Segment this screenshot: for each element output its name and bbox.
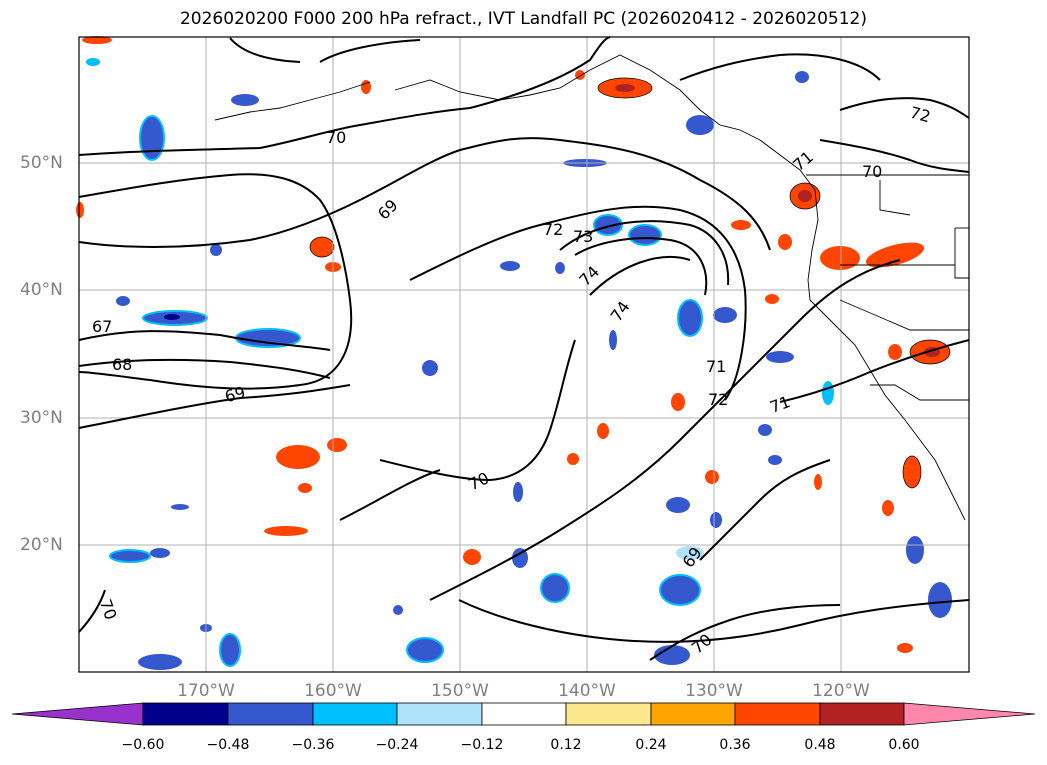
colorbar-min-extend (11, 702, 144, 726)
colorbar-tick-label: 0.36 (719, 737, 751, 753)
contour-label: 67 (92, 317, 112, 336)
colorbar-tick-label: −0.36 (291, 737, 335, 753)
lon-label: 140°W (558, 681, 616, 701)
contour-label: 71 (706, 357, 726, 376)
lat-label: 20°N (20, 535, 63, 555)
contour-label: 70 (862, 162, 882, 181)
lon-label: 160°W (304, 681, 362, 701)
lon-label: 170°W (177, 681, 235, 701)
contour-label: 73 (573, 227, 593, 246)
map-frame-bg (79, 37, 969, 672)
lat-label: 40°N (20, 280, 63, 300)
colorbar-tick-label: 0.48 (804, 737, 836, 753)
coastlines (214, 54, 969, 521)
contour-label: 70 (326, 128, 346, 147)
lon-label: 120°W (812, 681, 870, 701)
colorbar-tick-label: −0.24 (375, 737, 419, 753)
colorbar-max-extend (903, 702, 1036, 726)
refractivity-contours (78, 36, 970, 661)
map-title: 2026020200 F000 200 hPa refract., IVT La… (179, 9, 867, 29)
colorbar-tick-label: −0.48 (206, 737, 250, 753)
colorbar-tick-label: −0.12 (460, 737, 504, 753)
colorbar-tick-label: 0.12 (550, 737, 582, 753)
map-frame (78, 36, 970, 673)
contour-label: 72 (543, 220, 563, 239)
lat-label: 30°N (20, 408, 63, 428)
colorbar (11, 702, 1036, 726)
negative-shading (86, 58, 952, 670)
colorbar-tick-label: 0.24 (635, 737, 667, 753)
positive-shading (76, 36, 951, 653)
lon-label: 150°W (431, 681, 489, 701)
colorbar-tick-label: −0.60 (121, 737, 165, 753)
contour-label: 68 (112, 355, 132, 374)
contour-label: 69 (223, 383, 248, 407)
colorbar-tick-label: 0.60 (888, 737, 920, 753)
lon-label: 130°W (685, 681, 743, 701)
contour-label: 72 (708, 390, 728, 409)
contour-label: 72 (908, 103, 933, 127)
lat-label: 50°N (20, 153, 63, 173)
